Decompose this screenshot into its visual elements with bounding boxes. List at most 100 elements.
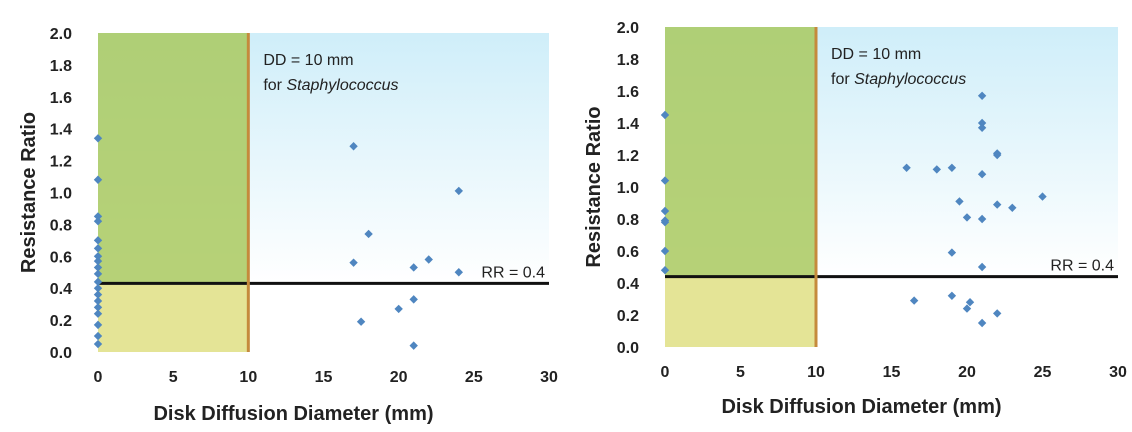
y-tick-label: 2.0 <box>617 20 639 37</box>
x-tick-label: 20 <box>390 369 408 386</box>
plot-background <box>665 27 1118 347</box>
data-point <box>93 284 103 293</box>
chart-panel-left: 0.0 0.2 0.4 0.6 0.8 1.0 1.2 1.4 1.6 1.8 2.0 0 5 10 15 2… <box>18 26 558 425</box>
data-point <box>93 290 103 299</box>
y-tick-label: 0.6 <box>50 249 72 266</box>
y-tick-label: 0.2 <box>50 313 72 330</box>
x-tick-label: 0 <box>661 364 670 381</box>
y-tick-label: 0.0 <box>617 340 639 357</box>
data-point <box>93 320 103 330</box>
x-tick-label: 10 <box>239 369 257 386</box>
data-point <box>93 269 103 279</box>
data-point <box>660 246 670 256</box>
data-point <box>947 248 957 257</box>
data-point <box>660 110 670 120</box>
data-point <box>93 331 103 341</box>
data-point <box>977 318 987 328</box>
data-point <box>93 296 103 306</box>
data-point <box>993 309 1002 318</box>
data-point <box>93 212 103 221</box>
rr-annotation: RR = 0.4 <box>481 264 545 281</box>
data-point <box>660 206 670 216</box>
data-point <box>93 244 103 253</box>
data-point <box>660 176 670 185</box>
y-tick-label: 1.8 <box>50 58 72 75</box>
data-point <box>965 298 975 307</box>
y-tick-label: 1.4 <box>617 116 639 133</box>
y-tick-label: 0.6 <box>617 244 639 261</box>
x-tick-label: 5 <box>736 364 745 381</box>
data-point <box>660 266 670 275</box>
y-tick-label: 0.4 <box>617 276 639 293</box>
data-point <box>364 229 373 239</box>
data-point <box>1038 192 1047 201</box>
data-point <box>394 304 403 314</box>
dd-annotation-line2: for Staphylococcus <box>263 77 398 94</box>
y-axis-title: Resistance Ratio <box>583 106 605 267</box>
x-tick-label: 15 <box>315 369 333 386</box>
y-tick-label: 2.0 <box>50 26 72 43</box>
data-point <box>93 263 103 272</box>
y-tick-label: 1.0 <box>50 186 72 203</box>
data-point <box>93 175 103 184</box>
y-axis-ticks: 0.0 0.2 0.4 0.6 0.8 1.0 1.2 1.4 1.6 1.8 2.0 <box>617 20 639 357</box>
chart-svg: 0.0 0.2 0.4 0.6 0.8 1.0 1.2 1.4 1.6 1.8 2.0 0 5 10 15 2… <box>583 20 1127 418</box>
x-axis-ticks: 0 5 10 15 20 25 30 <box>661 364 1127 381</box>
data-point <box>909 296 919 305</box>
y-tick-label: 1.6 <box>617 84 639 101</box>
data-point <box>977 91 987 100</box>
data-point <box>349 142 358 151</box>
data-point <box>977 123 987 132</box>
data-point <box>660 218 670 227</box>
data-point <box>349 258 358 267</box>
y-tick-label: 1.0 <box>617 180 639 197</box>
data-point <box>947 163 957 172</box>
data-point <box>93 277 103 287</box>
data-point <box>356 317 366 326</box>
plot-background <box>98 33 549 352</box>
data-point <box>93 134 103 143</box>
region-left-upper <box>665 27 816 277</box>
region-left-lower <box>665 276 816 347</box>
data-point <box>409 295 418 304</box>
data-point <box>977 262 987 272</box>
x-axis-title: Disk Diffusion Diameter (mm) <box>153 403 433 425</box>
dd-annotation-line2: for Staphylococcus <box>831 71 966 88</box>
data-point <box>962 213 972 222</box>
data-point <box>93 217 103 226</box>
data-point <box>93 256 103 266</box>
data-points <box>93 134 463 350</box>
chart-panel-right: 0.0 0.2 0.4 0.6 0.8 1.0 1.2 1.4 1.6 1.8 2.0 0 5 10 15 2… <box>566 0 1132 432</box>
x-tick-label: 25 <box>1034 364 1052 381</box>
data-point <box>977 118 987 128</box>
data-point <box>93 309 103 318</box>
data-point <box>424 255 433 264</box>
x-tick-label: 30 <box>540 369 558 386</box>
y-tick-label: 0.2 <box>617 308 639 325</box>
rr-annotation: RR = 0.4 <box>1050 258 1114 275</box>
data-point <box>902 163 911 172</box>
x-axis-title: Disk Diffusion Diameter (mm) <box>721 396 1001 418</box>
y-tick-label: 0.8 <box>617 212 639 229</box>
x-tick-label: 25 <box>465 369 483 386</box>
x-axis-ticks: 0 5 10 15 20 25 30 <box>94 369 558 386</box>
y-tick-label: 1.2 <box>617 148 639 165</box>
y-tick-label: 1.2 <box>50 154 72 171</box>
data-point <box>947 291 957 300</box>
x-tick-label: 30 <box>1109 364 1127 381</box>
data-point <box>454 268 463 277</box>
data-point <box>977 170 987 179</box>
y-tick-label: 1.6 <box>50 90 72 107</box>
y-tick-label: 1.8 <box>617 52 639 69</box>
data-point <box>93 339 103 349</box>
data-point <box>93 252 103 261</box>
data-point <box>93 303 103 312</box>
x-tick-label: 15 <box>883 364 901 381</box>
dd-annotation-line1: DD = 10 mm <box>263 52 353 69</box>
data-point <box>409 341 418 350</box>
y-tick-label: 1.4 <box>50 122 72 139</box>
data-point <box>993 150 1002 160</box>
y-tick-label: 0.0 <box>50 345 72 362</box>
data-point <box>93 236 103 245</box>
x-tick-label: 20 <box>958 364 976 381</box>
